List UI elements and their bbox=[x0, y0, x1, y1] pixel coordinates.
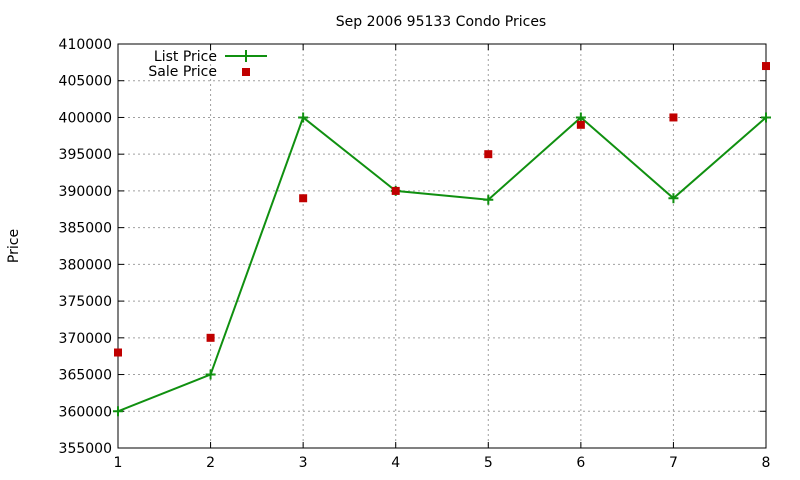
sale-price-point bbox=[576, 120, 585, 129]
list-price-point bbox=[113, 406, 123, 417]
y-tick-label: 410000 bbox=[59, 37, 112, 53]
x-tick-label: 6 bbox=[576, 455, 585, 471]
y-tick-label: 365000 bbox=[59, 368, 112, 384]
sale-price-point bbox=[299, 194, 308, 203]
y-tick-label: 395000 bbox=[59, 147, 112, 163]
sale-price-point bbox=[114, 348, 122, 357]
y-tick-label: 385000 bbox=[59, 221, 112, 237]
y-axis: 355000 360000 365000 370000 375000 380000 3850… bbox=[59, 37, 766, 457]
legend-label-sale-price: Sale Price bbox=[148, 64, 217, 80]
x-tick-label: 4 bbox=[391, 455, 400, 471]
list-price-point bbox=[575, 112, 586, 123]
legend-label-list-price: List Price bbox=[154, 49, 217, 65]
x-tick-label: 1 bbox=[114, 455, 123, 471]
grid-layer bbox=[118, 44, 766, 448]
chart-title: Sep 2006 95133 Condo Prices bbox=[336, 14, 546, 30]
list-price-point bbox=[483, 194, 494, 205]
x-tick-label: 8 bbox=[762, 455, 771, 471]
sale-price-point bbox=[206, 333, 215, 342]
legend-marker-sale-price bbox=[242, 68, 250, 76]
list-price-point bbox=[761, 112, 771, 123]
y-tick-label: 405000 bbox=[59, 74, 112, 90]
y-tick-label: 390000 bbox=[59, 184, 112, 200]
y-tick-label: 400000 bbox=[59, 110, 112, 126]
sale-price-point bbox=[669, 113, 678, 122]
y-axis-label: Price bbox=[6, 229, 22, 263]
y-tick-label: 370000 bbox=[59, 331, 112, 347]
list-price-point bbox=[205, 369, 216, 380]
series-layer bbox=[113, 62, 771, 417]
list-price-point bbox=[298, 112, 309, 123]
sale-price-point bbox=[391, 186, 400, 195]
list-price-point bbox=[668, 193, 679, 204]
x-tick-label: 5 bbox=[484, 455, 493, 471]
legend: List Price Sale Price bbox=[148, 49, 267, 80]
y-tick-label: 360000 bbox=[59, 404, 112, 420]
x-tick-label: 7 bbox=[669, 455, 678, 471]
series-line-list-price bbox=[117, 115, 767, 413]
legend-marker-list-price bbox=[240, 50, 252, 62]
y-tick-label: 355000 bbox=[59, 441, 112, 457]
y-tick-label: 380000 bbox=[59, 257, 112, 273]
y-tick-label: 375000 bbox=[59, 294, 112, 310]
sale-price-point bbox=[762, 62, 770, 71]
x-tick-label: 3 bbox=[299, 455, 308, 471]
sale-price-point bbox=[484, 150, 493, 159]
plot-frame bbox=[117, 43, 767, 449]
x-tick-label: 2 bbox=[206, 455, 215, 471]
x-axis: 1 2 3 4 5 6 7 8 bbox=[114, 44, 771, 471]
